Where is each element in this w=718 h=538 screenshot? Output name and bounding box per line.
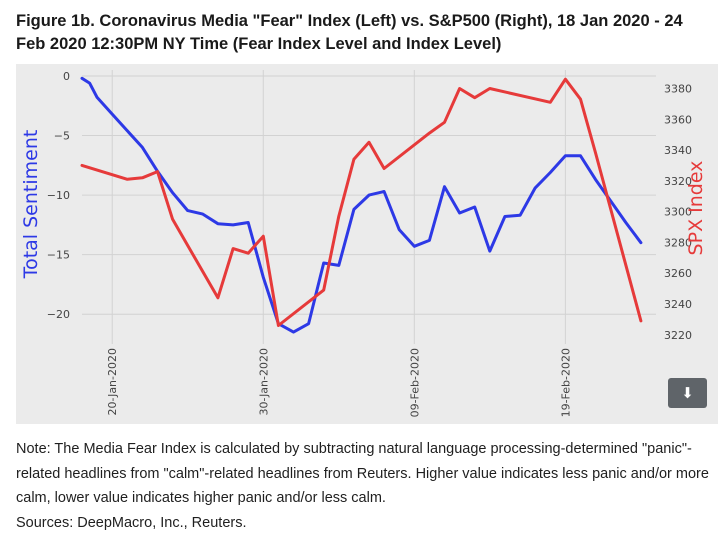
x-axis-ticks: 20-Jan-2020 30-Jan-2020 09-Feb-2020 19-Feb-… <box>106 348 572 417</box>
left-tick-label: −10 <box>47 189 70 202</box>
right-tick-label: 3320 <box>664 175 692 188</box>
spx-index-line <box>80 77 643 327</box>
right-tick-label: 3340 <box>664 144 692 157</box>
right-axis-label: SPX Index <box>685 161 707 256</box>
right-tick-label: 3300 <box>664 206 692 219</box>
right-tick-label: 3280 <box>664 236 692 249</box>
arrow-down-icon: ⬇ <box>681 384 694 402</box>
x-tick-label: 09-Feb-2020 <box>408 348 421 417</box>
right-tick-label: 3220 <box>664 329 692 342</box>
right-tick-label: 3240 <box>664 298 692 311</box>
left-tick-label: −5 <box>54 130 70 143</box>
x-tick-label: 20-Jan-2020 <box>106 348 119 416</box>
sources-text: Sources: DeepMacro, Inc., Reuters. <box>16 514 247 531</box>
fear-index-line <box>80 76 643 334</box>
chart-background <box>16 64 718 424</box>
left-tick-label: 0 <box>63 70 70 83</box>
download-button[interactable]: ⬇ <box>668 378 707 408</box>
note-text: Note: The Media Fear Index is calculated… <box>16 441 709 506</box>
right-tick-label: 3260 <box>664 267 692 280</box>
right-tick-label: 3380 <box>664 82 692 95</box>
chart-note: Note: The Media Fear Index is calculated… <box>16 437 716 535</box>
right-axis-ticks: 3220 3240 3260 3280 3300 3320 3340 3360 3380 <box>664 82 692 341</box>
left-tick-label: −15 <box>47 249 70 262</box>
x-tick-label: 19-Feb-2020 <box>559 348 572 417</box>
figure-title: Figure 1b. Coronavirus Media "Fear" Inde… <box>16 12 683 53</box>
chart-svg: 0 −5 −10 −15 −20 3220 3240 3260 3280 3300 3320 334… <box>16 64 718 424</box>
right-tick-label: 3360 <box>664 113 692 126</box>
x-tick-label: 30-Jan-2020 <box>257 348 270 416</box>
fear-index-chart: 0 −5 −10 −15 −20 3220 3240 3260 3280 3300 3320 334… <box>16 64 718 424</box>
left-axis-ticks: 0 −5 −10 −15 −20 <box>47 70 70 321</box>
left-axis-label: Total Sentiment <box>20 130 42 280</box>
left-tick-label: −20 <box>47 308 70 321</box>
series-lines <box>80 76 643 334</box>
